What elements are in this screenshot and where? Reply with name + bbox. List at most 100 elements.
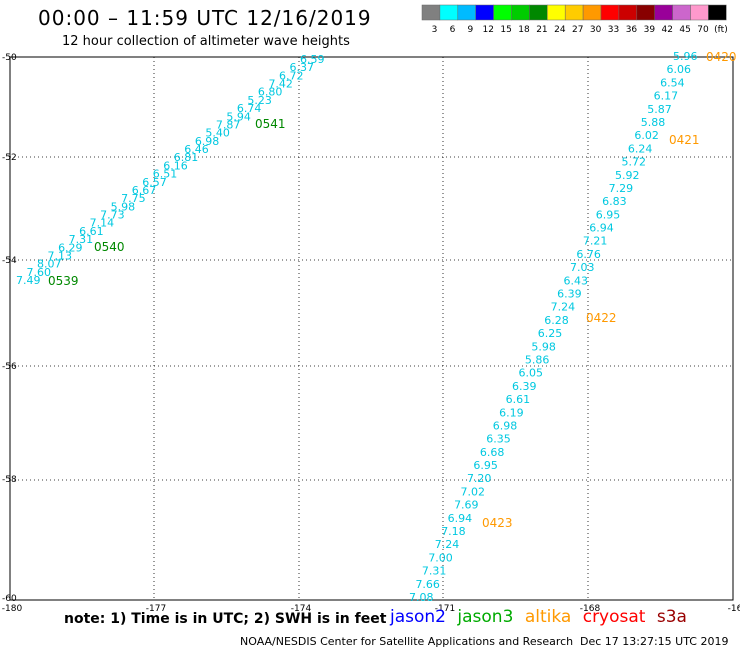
wave-height-label: 7.29 — [609, 182, 634, 195]
wave-height-label: 7.49 — [16, 274, 41, 287]
wave-height-label: 6.76 — [576, 248, 601, 261]
wave-height-label: 6.94 — [448, 512, 473, 525]
lat-tick-label: -60 — [2, 594, 17, 604]
lon-tick-label: -16 — [728, 604, 740, 614]
wave-height-label: 6.61 — [79, 225, 104, 238]
lon-tick-label: -177 — [146, 604, 166, 614]
wave-height-label: 6.29 — [58, 241, 83, 254]
lat-tick-label: -52 — [2, 153, 17, 163]
colorbar-label: 70 — [697, 25, 709, 35]
wave-height-label: 7.00 — [428, 551, 453, 564]
pass-time-label: 0423 — [482, 516, 513, 530]
wave-height-label: 7.08 — [409, 591, 434, 604]
wave-height-label: 6.24 — [628, 142, 653, 155]
wave-height-label: 7.14 — [90, 217, 115, 230]
pass-time-label: 0540 — [94, 240, 125, 254]
wave-height-label: 6.81 — [174, 151, 199, 164]
wave-height-label: 7.69 — [454, 499, 479, 512]
pass-time-label: 0541 — [255, 117, 286, 131]
legend-altika: altika — [524, 607, 572, 627]
colorbar-label: 39 — [644, 25, 656, 35]
wave-height-label: 5.40 — [205, 127, 230, 140]
wave-height-label: 5.96 — [673, 50, 698, 63]
track-west: 7.497.608.077.136.297.316.617.147.735.98… — [16, 53, 325, 288]
wave-height-label: 5.87 — [647, 103, 672, 116]
wave-height-label: 7.24 — [551, 301, 576, 314]
lon-tick-label: -174 — [291, 604, 312, 614]
pass-time-label: 0422 — [586, 311, 617, 325]
lon-tick-label: -171 — [435, 604, 455, 614]
wave-height-label: 6.95 — [596, 208, 621, 221]
wave-height-label: 6.16 — [163, 159, 188, 172]
wave-height-label: 7.60 — [27, 266, 51, 279]
map-frame — [9, 56, 734, 601]
wave-height-label: 6.39 — [512, 380, 537, 393]
wave-height-label: 6.57 — [142, 176, 167, 189]
generated-timestamp: Dec 17 13:27:15 UTC 2019 — [580, 635, 729, 648]
pass-time-label: 0539 — [48, 274, 79, 288]
wave-height-label: 5.98 — [111, 200, 135, 213]
wave-height-label: 8.07 — [37, 258, 62, 271]
colorbar-label: 45 — [679, 25, 690, 35]
colorbar-label: (ft) — [714, 25, 728, 35]
wave-height-label: 6.05 — [518, 367, 543, 380]
wave-height-label: 7.24 — [435, 538, 460, 551]
colorbar-label: 18 — [518, 25, 530, 35]
lat-tick-label: -56 — [2, 362, 17, 372]
wave-height-label: 6.37 — [289, 61, 314, 74]
wave-height-label: 6.67 — [132, 184, 157, 197]
lat-tick-label: -50 — [2, 53, 17, 63]
chart-title: 00:00 – 11:59 UTC 12/16/2019 — [38, 6, 372, 30]
wave-height-label: 6.98 — [195, 135, 220, 148]
wave-height-label: 7.20 — [467, 472, 492, 485]
color-scale-bar: 3 6 9 12 15 18 21 24 27 30 33 36 39 42 45 70 (ft) — [421, 4, 728, 35]
colorbar-label: 24 — [554, 25, 566, 35]
wave-height-label: 7.87 — [216, 118, 241, 131]
wave-height-label: 6.54 — [660, 76, 685, 89]
wave-height-label: 6.83 — [602, 195, 627, 208]
wave-height-label: 6.43 — [564, 274, 589, 287]
wave-height-label: 6.72 — [279, 69, 304, 82]
wave-height-label: 7.66 — [415, 578, 440, 591]
credit-line: NOAA/NESDIS Center for Satellite Applica… — [240, 635, 574, 648]
wave-height-label: 6.51 — [153, 168, 178, 181]
colorbar-label: 30 — [590, 25, 602, 35]
wave-height-label: 6.28 — [544, 314, 569, 327]
legend-s3a: s3a — [656, 607, 687, 627]
wave-height-label: 6.25 — [538, 327, 563, 340]
colorbar-label: 36 — [626, 25, 638, 35]
wave-height-label: 7.31 — [422, 565, 447, 578]
wave-height-label: 7.13 — [48, 249, 73, 262]
legend-jason3: jason3 — [457, 607, 514, 627]
wave-height-label: 5.88 — [641, 116, 666, 129]
lon-tick-label: -168 — [580, 604, 601, 614]
wave-height-label: 6.06 — [667, 63, 692, 76]
wave-height-label: 7.31 — [69, 233, 94, 246]
wave-height-label: 7.21 — [583, 235, 608, 248]
pass-time-label: 0420 — [706, 50, 737, 64]
legend-jason2: jason2 — [390, 607, 446, 627]
graticule — [10, 57, 733, 600]
wave-height-label: 7.42 — [268, 78, 293, 91]
wave-height-label: 6.61 — [506, 393, 530, 406]
wave-height-label: 6.74 — [237, 102, 262, 115]
wave-height-label: 6.95 — [473, 459, 498, 472]
track-east: 5.966.066.546.175.875.886.026.245.725.92… — [409, 50, 737, 604]
wave-height-label: 6.80 — [258, 86, 283, 99]
satellite-legend: jason2 jason3 altika cryosat s3a — [390, 607, 693, 627]
wave-height-label: 7.03 — [570, 261, 595, 274]
wave-height-label: 6.35 — [486, 433, 511, 446]
wave-height-label: 7.75 — [121, 192, 145, 205]
lat-tick-label: -58 — [2, 475, 17, 485]
wave-height-label: 5.72 — [621, 156, 646, 169]
colorbar-label: 3 — [432, 25, 438, 35]
wave-height-label: 6.94 — [589, 222, 614, 235]
wave-height-label: 7.02 — [461, 485, 486, 498]
wave-height-label: 6.19 — [499, 406, 524, 419]
chart-subtitle: 12 hour collection of altimeter wave hei… — [62, 34, 350, 49]
pass-time-label: 0421 — [669, 133, 700, 147]
wave-height-label: 6.17 — [654, 90, 679, 103]
colorbar-label: 33 — [608, 25, 619, 35]
wave-height-label: 6.02 — [634, 129, 659, 142]
